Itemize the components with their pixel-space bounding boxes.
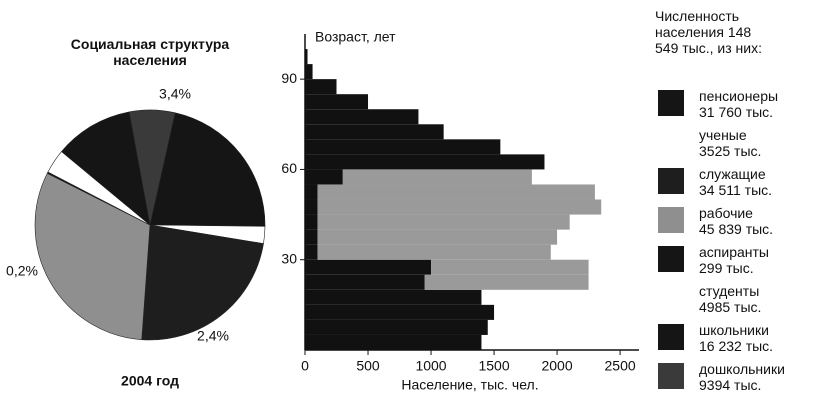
legend-swatch xyxy=(658,207,684,233)
legend-label: аспиранты xyxy=(699,244,769,260)
bar-segment xyxy=(305,139,501,155)
pie-annotation: 0,2% xyxy=(6,263,38,279)
bar-segment xyxy=(431,259,589,275)
bar-segment xyxy=(317,214,570,230)
bar-segment xyxy=(305,109,419,125)
legend-value: 34 511 тыс. xyxy=(699,182,773,198)
bar-segment xyxy=(317,229,558,245)
bar-segment xyxy=(305,244,318,260)
bar-segment xyxy=(305,199,318,215)
legend-value: 45 839 тыс. xyxy=(699,221,774,237)
bar-segment xyxy=(305,274,425,290)
pie-annotation: 2,4% xyxy=(197,328,229,344)
bar-segment xyxy=(305,229,318,245)
pie-slice xyxy=(128,109,176,226)
legend-value: 31 760 тыс. xyxy=(699,104,774,120)
pie-slice xyxy=(149,112,266,227)
legend-label: дошкольники xyxy=(699,361,785,377)
bar-segment xyxy=(305,184,318,200)
legend-value: 299 тыс. xyxy=(699,260,754,276)
bar-segment xyxy=(317,199,602,215)
bar-segment xyxy=(305,334,482,350)
bar-segment xyxy=(305,319,488,335)
legend-value: 3525 тыс. xyxy=(699,143,762,159)
x-axis-label: Население, тыс. чел. xyxy=(401,377,538,393)
bar-segment xyxy=(305,289,482,305)
x-tick-label: 2000 xyxy=(541,358,572,374)
bar-segment xyxy=(305,94,369,110)
legend-swatch xyxy=(658,363,684,389)
bar-segment xyxy=(305,169,343,185)
pie-slice xyxy=(61,111,151,226)
bar-segment xyxy=(317,184,595,200)
legend-label: студенты xyxy=(699,283,760,299)
pie-slice xyxy=(34,172,151,341)
x-tick-label: 500 xyxy=(356,358,380,374)
legend-swatch xyxy=(658,168,684,194)
bar-segment xyxy=(342,169,532,185)
pie-slice xyxy=(141,224,264,341)
pie-subtitle: 2004 год xyxy=(121,373,179,389)
legend-value: 4985 тыс. xyxy=(699,299,762,315)
legend-swatch xyxy=(658,90,684,116)
legend-label: служащие xyxy=(699,166,766,182)
bar-segment xyxy=(305,124,444,140)
legend-swatch xyxy=(658,246,684,272)
y-tick-label: 30 xyxy=(281,250,297,266)
legend-title: Численность населения 148 549 тыс., из н… xyxy=(655,8,762,56)
bar-segment xyxy=(305,259,432,275)
legend-label: школьники xyxy=(699,322,769,338)
bar-segment xyxy=(305,304,495,320)
legend-swatch xyxy=(658,324,684,350)
x-tick-label: 1000 xyxy=(415,358,446,374)
y-tick-label: 90 xyxy=(281,70,297,86)
bar-segment xyxy=(305,49,308,65)
legend-value: 16 232 тыс. xyxy=(699,338,774,354)
legend-value: 9394 тыс. xyxy=(699,377,762,393)
bar-segment xyxy=(305,79,337,95)
legend-label: рабочие xyxy=(699,205,753,221)
bar-segment xyxy=(305,64,313,80)
bar-segment xyxy=(305,154,545,170)
x-tick-label: 1500 xyxy=(478,358,509,374)
y-tick-label: 60 xyxy=(281,160,297,176)
pie-title: Социальная структура населения xyxy=(70,36,230,68)
pie-annotation: 3,4% xyxy=(159,86,191,102)
bar-segment xyxy=(317,244,551,260)
y-axis-label: Возраст, лет xyxy=(315,29,396,45)
x-tick-label: 2500 xyxy=(605,358,636,374)
bar-segment xyxy=(424,274,589,290)
bar-segment xyxy=(305,214,318,230)
legend-label: пенсионеры xyxy=(699,88,779,104)
legend-label: ученые xyxy=(699,127,747,143)
x-tick-label: 0 xyxy=(301,358,309,374)
